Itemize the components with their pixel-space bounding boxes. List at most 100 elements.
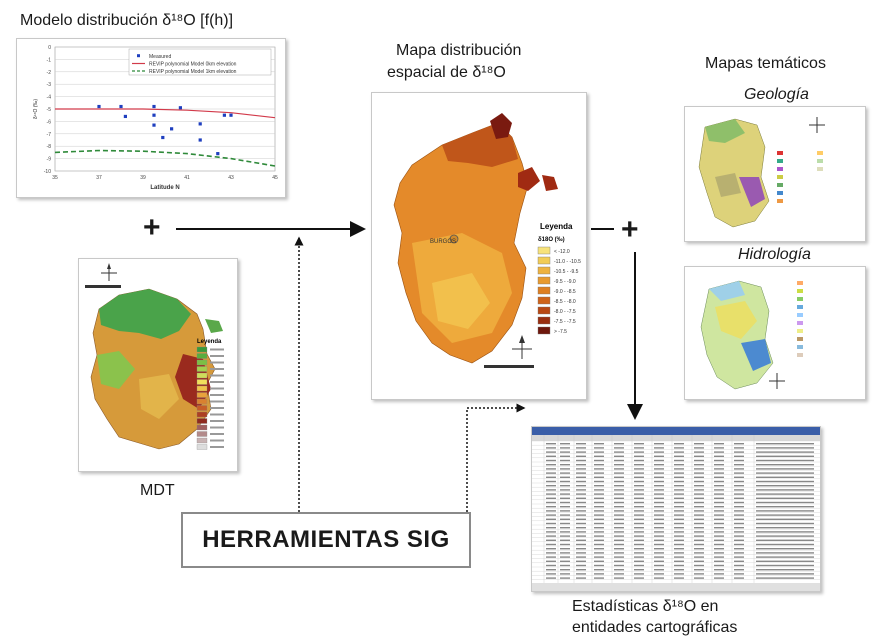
map-east-peak bbox=[518, 167, 540, 191]
table-cell bbox=[594, 501, 604, 504]
table-cell bbox=[576, 560, 586, 562]
table-cell bbox=[634, 455, 644, 457]
table-cell bbox=[614, 510, 624, 512]
chart-title: Modelo distribución δ¹⁸O [f(h)] bbox=[20, 12, 234, 29]
y-tick-label: -10 bbox=[44, 169, 51, 175]
table-cell bbox=[714, 493, 724, 495]
table-cell bbox=[634, 497, 644, 499]
table-cell bbox=[634, 535, 644, 537]
table-cell bbox=[694, 510, 704, 512]
table-cell bbox=[694, 447, 704, 449]
table-cell bbox=[634, 510, 644, 512]
table-cell bbox=[674, 548, 684, 550]
mdt-legend-swatch bbox=[196, 424, 208, 431]
table-cell bbox=[546, 560, 556, 562]
table-cell bbox=[614, 501, 624, 504]
table-cell bbox=[694, 497, 704, 499]
stats-title-line2: entidades cartográficas bbox=[572, 619, 738, 636]
map-legend-swatch bbox=[537, 296, 551, 305]
table-cell bbox=[654, 485, 664, 487]
geologia-label: Geología bbox=[744, 86, 809, 103]
table-cell bbox=[756, 489, 814, 491]
table-cell bbox=[560, 569, 570, 571]
geology-map-panel bbox=[684, 106, 866, 242]
table-cell bbox=[560, 506, 570, 508]
table-cell bbox=[634, 569, 644, 571]
table-cell bbox=[756, 527, 814, 529]
table-cell bbox=[694, 459, 704, 462]
geology-legend-swatch bbox=[777, 167, 783, 171]
table-cell bbox=[546, 569, 556, 571]
table-cell bbox=[694, 518, 704, 520]
table-cell bbox=[674, 552, 684, 554]
geology-center-zone bbox=[715, 173, 741, 197]
table-cell bbox=[756, 564, 814, 567]
table-cell bbox=[634, 548, 644, 550]
table-cell bbox=[576, 506, 586, 508]
map-legend-label: -9.0 - -8.5 bbox=[554, 289, 576, 295]
x-tick-label: 37 bbox=[96, 175, 102, 181]
table-cell bbox=[594, 510, 604, 512]
table-cell bbox=[576, 472, 586, 474]
table-cell bbox=[674, 510, 684, 512]
mdt-legend-label-placeholder bbox=[210, 361, 224, 364]
table-cell bbox=[674, 556, 684, 558]
table-cell bbox=[734, 468, 744, 470]
table-cell bbox=[694, 464, 704, 466]
measured-point bbox=[161, 135, 165, 140]
table-cell bbox=[654, 531, 664, 533]
measured-point bbox=[216, 152, 220, 156]
mdt-legend-label-placeholder bbox=[210, 407, 224, 409]
y-tick-label: 0 bbox=[48, 45, 51, 51]
plus-sign-right: + bbox=[621, 213, 639, 246]
table-cell bbox=[694, 493, 704, 495]
compass-icon bbox=[769, 373, 785, 389]
table-cell bbox=[576, 489, 586, 491]
table-cell bbox=[654, 501, 664, 504]
table-cell bbox=[614, 539, 624, 541]
table-cell bbox=[594, 548, 604, 550]
table-cell bbox=[756, 510, 814, 512]
table-cell bbox=[634, 573, 644, 575]
table-cell bbox=[734, 510, 744, 512]
table-cell bbox=[546, 535, 556, 537]
table-cell bbox=[576, 485, 586, 487]
legend-label: REVIP polynomial Model 0km elevation bbox=[149, 61, 237, 67]
hydrology-legend-swatch bbox=[797, 337, 803, 341]
table-cell bbox=[694, 451, 704, 453]
table-cell bbox=[714, 451, 724, 453]
map-title-line2: espacial de δ¹⁸O bbox=[387, 64, 506, 81]
table-cell bbox=[734, 489, 744, 491]
table-cell bbox=[614, 451, 624, 453]
table-cell bbox=[576, 447, 586, 449]
table-cell bbox=[560, 501, 570, 504]
measured-point bbox=[119, 104, 123, 109]
table-cell bbox=[546, 489, 556, 491]
table-cell bbox=[714, 510, 724, 512]
table-cell bbox=[594, 573, 604, 575]
table-cell bbox=[694, 489, 704, 491]
geology-legend-swatch bbox=[777, 151, 783, 155]
table-cell bbox=[734, 577, 744, 579]
table-cell bbox=[576, 468, 586, 470]
table-cell bbox=[546, 556, 556, 558]
table-cell bbox=[674, 501, 684, 504]
table-cell bbox=[594, 459, 604, 462]
measured-point bbox=[97, 104, 101, 109]
map-legend-swatch bbox=[537, 246, 551, 255]
table-cell bbox=[654, 573, 664, 575]
mdt-legend-label-placeholder bbox=[210, 446, 224, 448]
mdt-legend-label-placeholder bbox=[210, 355, 224, 357]
x-tick-label: 41 bbox=[184, 175, 190, 181]
table-cell bbox=[654, 543, 664, 546]
mdt-enclave bbox=[205, 319, 223, 333]
mdt-map: Leyenda bbox=[85, 263, 224, 450]
table-cell bbox=[546, 493, 556, 495]
table-cell bbox=[714, 527, 724, 529]
table-cell bbox=[634, 476, 644, 478]
table-cell bbox=[614, 514, 624, 516]
table-cell bbox=[594, 552, 604, 554]
map-legend-label: -9.5 - -9.0 bbox=[554, 279, 576, 285]
y-tick-label: -1 bbox=[47, 57, 52, 63]
mdt-legend-swatch bbox=[196, 398, 208, 405]
